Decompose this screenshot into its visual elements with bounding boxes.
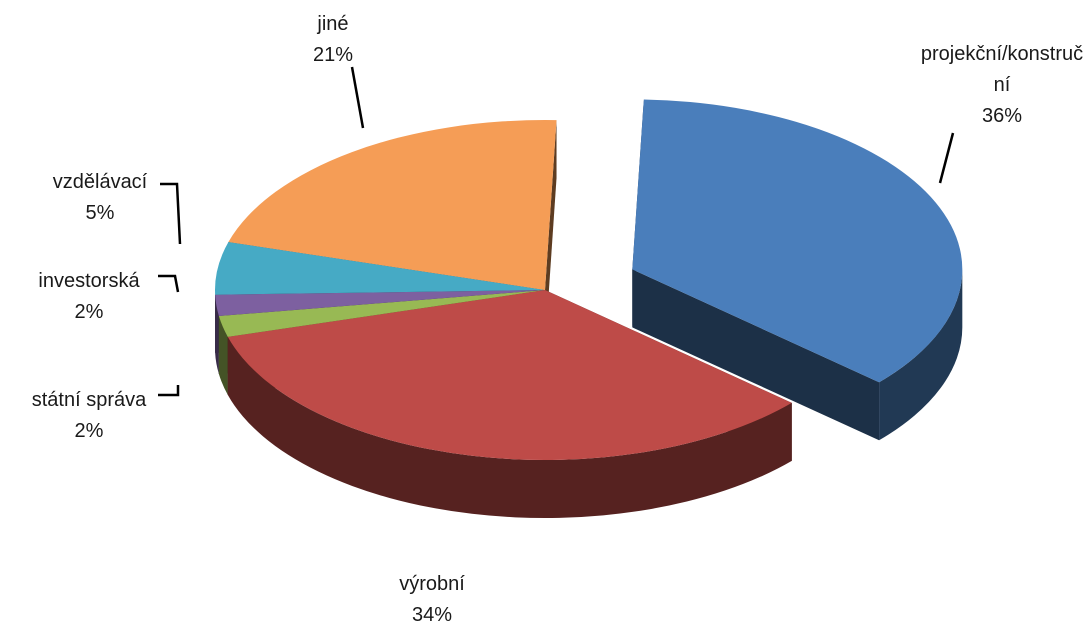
slice-wall — [545, 120, 557, 348]
pie-slice — [227, 290, 792, 460]
slice-side — [879, 269, 963, 441]
slice-side — [218, 316, 228, 395]
pie-slice — [632, 99, 963, 383]
slice-tops — [215, 99, 963, 460]
data-label: investorská 2% — [38, 270, 140, 323]
pie-slice — [215, 242, 545, 295]
pie-slice — [215, 290, 545, 317]
data-label: státní správa 2% — [32, 389, 147, 442]
leader-line — [350, 66, 365, 129]
leader-line — [160, 182, 182, 245]
pie-slice — [218, 290, 545, 337]
data-label: vzdělávací 5% — [53, 171, 148, 224]
data-label: jiné 21% — [313, 13, 353, 66]
slice-side — [227, 336, 792, 518]
leader-line — [158, 385, 180, 397]
slice-wall — [632, 269, 880, 441]
leader-line — [158, 274, 180, 293]
leader-line — [938, 132, 955, 184]
data-labels: projekční/konstruč ní 36% výrobní 34% státní … — [32, 13, 1083, 622]
data-label: projekční/konstruč ní 36% — [921, 43, 1083, 127]
slice-side — [215, 294, 219, 375]
pie-slice — [228, 120, 557, 291]
data-label: výrobní 34% — [399, 573, 465, 622]
